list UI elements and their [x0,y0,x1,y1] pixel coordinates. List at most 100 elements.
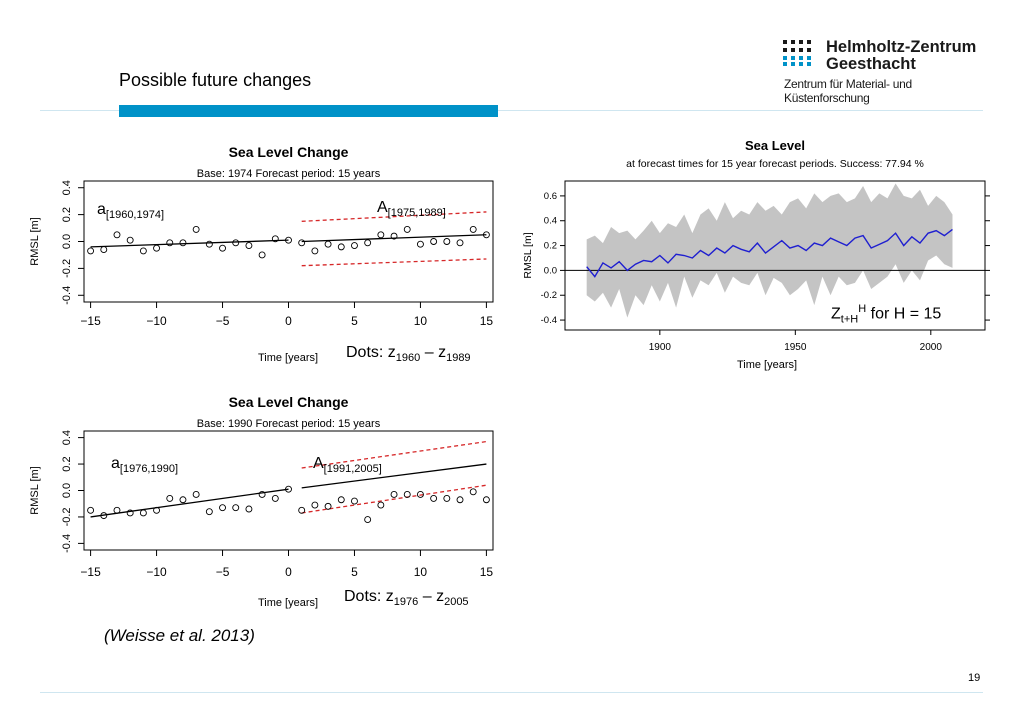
chart2-x-axis-label: Time [years] [258,597,318,609]
page-number: 19 [968,672,981,684]
chart3-x-tick-label: 2000 [920,342,943,353]
chart1-data-point [87,247,95,255]
chart1-data-point [126,236,134,244]
chart2-data-point [113,506,121,514]
chart1-y-tick-label: -0.4 [61,286,73,305]
helmholtz-dots-logo-icon [783,40,811,66]
chart3-y-tick-label: 0.4 [544,216,557,227]
chart1-trend-line [90,239,289,248]
chart1-data-point [456,239,464,247]
chart2-forecast-lower-bound [301,484,487,514]
chart2-dots-caption: Dots: z1976 – z2005 [344,588,469,609]
chart1-y-tick-label: 0.2 [61,207,73,222]
chart2-x-tick-label: 10 [414,565,428,579]
chart1-data-point [232,239,240,247]
chart3-y-axis-label: RMSL [m] [522,232,534,278]
chart1-a-annotation: a[1960,1974] [97,201,165,222]
chart3-z-annotation: Zt+HH for H = 15 [831,303,942,326]
chart2-data-point [153,506,161,514]
chart2-data-point [416,491,424,498]
chart2-data-point [469,488,477,496]
chart3-sea-level-line [586,228,953,278]
chart1-y-tick-label: 0.0 [61,234,73,249]
title-accent-bar [119,105,498,117]
chart2-subtitle: Base: 1990 Forecast period: 15 years [197,418,381,430]
chart3-subtitle: at forecast times for 15 year forecast p… [626,158,924,170]
chart2-data-point [390,491,398,498]
chart2-x-tick-label: 0 [285,565,292,579]
chart1-data-point [139,247,147,255]
chart1-y-tick-label: -0.2 [61,259,73,278]
chart1-y-tick-label: 0.4 [61,180,73,195]
chart1-data-point [100,246,108,254]
chart1-data-point [219,244,226,252]
chart1-dots-caption: Dots: z1960 – z1989 [346,344,471,365]
chart2-y-tick-label: 0.4 [61,430,73,445]
chart2-a-annotation: a[1976,1990] [111,455,179,476]
logo-name-line1: Helmholtz-Zentrum [826,38,977,56]
chart1-data-point [311,247,319,255]
chart2-forecast-line [301,463,487,489]
chart1-x-tick-label: −15 [80,314,101,328]
chart3-y-tick-label: 0.0 [544,265,557,276]
chart1-data-point [430,238,438,245]
chart3-y-tick-label: -0.4 [541,315,557,326]
citation: (Weisse et al. 2013) [104,626,255,645]
chart1-data-point [416,240,424,248]
chart2-data-point [192,491,200,498]
chart3-x-tick-label: 1950 [784,342,807,353]
chart2-data-point [232,504,240,512]
chart2-data-point [403,491,411,498]
chart2-y-tick-label: 0.0 [61,483,73,498]
logo-subtitle: Zentrum für Material- und Küstenforschun… [784,77,912,105]
chart2-data-point [139,509,147,517]
chart1-data-point [482,231,490,239]
chart2-y-tick-label: -0.2 [61,507,73,526]
chart2-data-point [351,497,358,505]
chart1-forecast-lower-bound [301,258,487,267]
chart1-data-point [258,251,266,259]
chart1-data-point [113,231,121,239]
chart1-data-point [324,240,332,248]
chart1-data-point [153,244,161,252]
chart2-plot-frame [83,430,494,551]
chart2-data-point [100,512,108,520]
chart2-data-point [271,494,279,502]
chart2-data-point [324,502,332,510]
chart2-y-tick-label: 0.2 [61,456,73,471]
chart2-data-point [179,496,187,504]
chart1-data-point [166,239,174,247]
chart2-A-annotation: A[1991,2005] [313,455,382,476]
chart1-x-tick-label: −5 [216,314,230,328]
chart1-data-point [364,239,372,247]
logo-name-line2: Geesthacht [826,55,916,73]
chart1-forecast-upper-bound [301,211,487,222]
chart1-x-tick-label: −10 [146,314,167,328]
chart1-data-point [285,236,292,244]
chart1-x-axis-label: Time [years] [258,352,318,364]
chart2-forecast-upper-bound [301,440,487,469]
chart2-data-point [456,496,464,504]
chart1-data-point [179,239,187,247]
chart2-x-tick-label: −5 [216,565,230,579]
chart2-data-point [430,494,438,502]
chart2-data-point [443,494,451,502]
chart1-x-tick-label: 5 [351,314,358,328]
chart2-data-point [126,509,134,517]
helmholtz-logo: Helmholtz-Zentrum Geesthacht Zentrum für… [783,38,988,105]
chart1-title: Sea Level Change [229,144,349,160]
chart1-data-point [271,235,279,243]
chart2-data-point [258,491,266,498]
chart2-title: Sea Level Change [229,394,349,410]
chart2-data-point [87,506,95,514]
chart3-x-tick-label: 1900 [649,342,672,353]
chart2-data-point [285,485,292,493]
chart1-subtitle: Base: 1974 Forecast period: 15 years [197,168,381,180]
chart1-data-point [337,243,345,251]
chart3-y-tick-label: 0.6 [544,191,557,202]
chart3-title: Sea Level [745,138,805,153]
chart1-data-point [351,242,358,249]
chart1-data-point [205,240,213,248]
chart2-data-point [166,494,174,502]
